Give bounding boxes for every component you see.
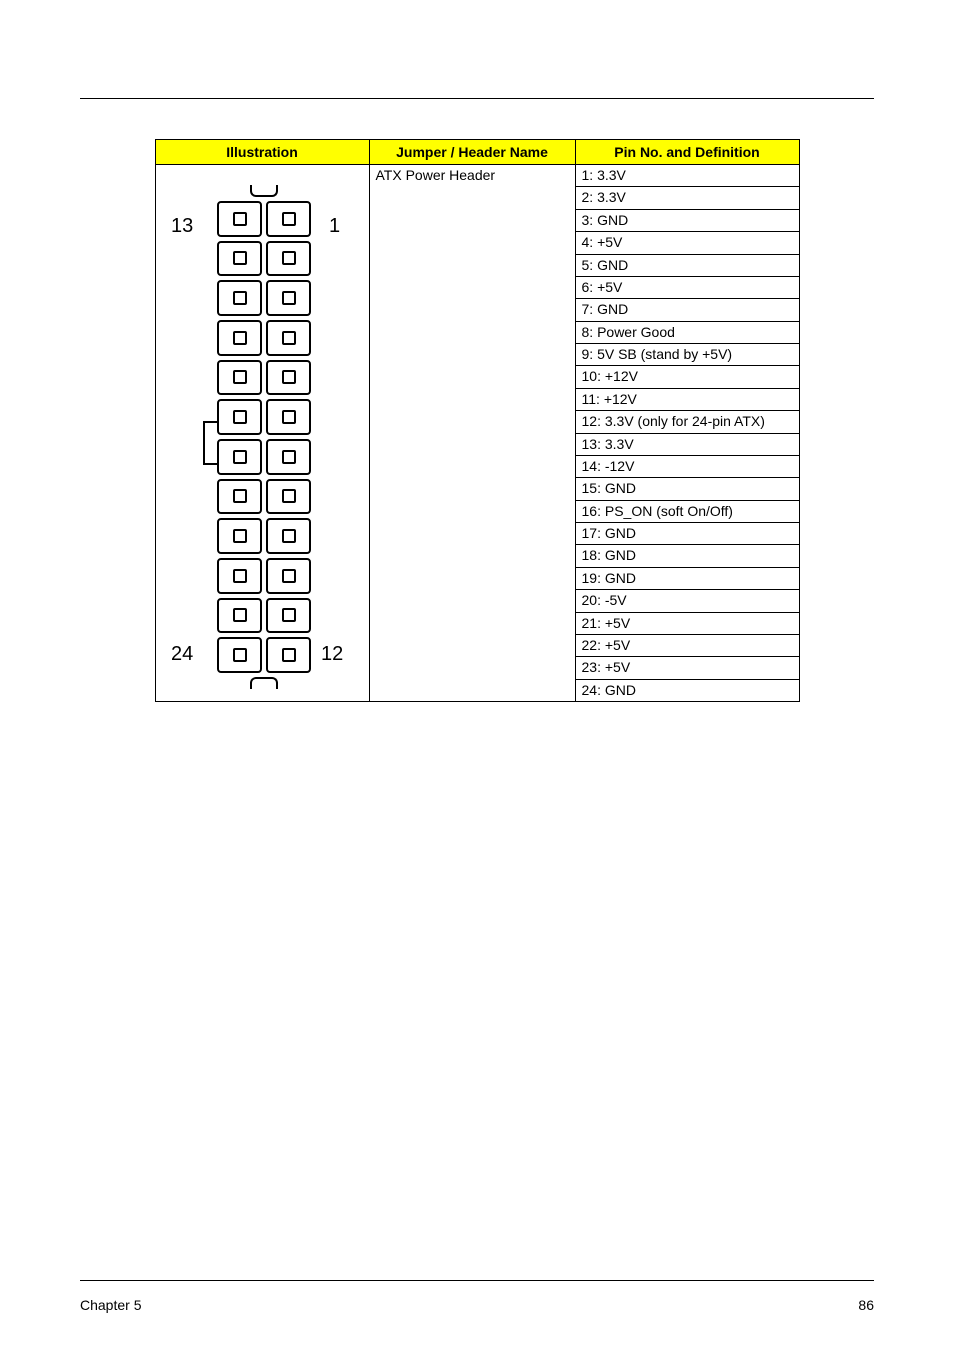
pin-def: 2: 3.3V xyxy=(575,187,799,209)
pin-hole xyxy=(266,518,311,554)
pin-def: 21: +5V xyxy=(575,612,799,634)
pin-def: 24: GND xyxy=(575,679,799,701)
pin-hole xyxy=(266,558,311,594)
top-rule xyxy=(80,98,874,99)
pin-def: 7: GND xyxy=(575,299,799,321)
pin-def: 9: 5V SB (stand by +5V) xyxy=(575,344,799,366)
connector-key-bottom xyxy=(250,677,278,689)
table-row: 13 1 24 12 xyxy=(155,165,799,187)
pin-def: 17: GND xyxy=(575,523,799,545)
page: Illustration Jumper / Header Name Pin No… xyxy=(0,0,954,1351)
header-illustration: Illustration xyxy=(155,140,369,165)
pin-label-13: 13 xyxy=(171,215,193,238)
pin-label-24: 24 xyxy=(171,643,193,666)
pin-hole xyxy=(217,360,262,396)
pin-def: 6: +5V xyxy=(575,276,799,298)
pin-hole xyxy=(217,598,262,634)
pin-def: 16: PS_ON (soft On/Off) xyxy=(575,500,799,522)
pin-def: 13: 3.3V xyxy=(575,433,799,455)
table-body: 13 1 24 12 xyxy=(155,165,799,702)
connector-latch xyxy=(203,421,217,465)
pin-hole xyxy=(217,637,262,673)
pin-def: 14: -12V xyxy=(575,455,799,477)
footer: Chapter 5 86 xyxy=(80,1297,874,1313)
pin-hole xyxy=(217,558,262,594)
connector-key-top xyxy=(250,185,278,197)
pin-def: 20: -5V xyxy=(575,590,799,612)
pin-hole xyxy=(217,320,262,356)
pin-hole xyxy=(266,598,311,634)
connector-body xyxy=(217,187,311,687)
pin-label-1: 1 xyxy=(329,215,340,238)
pin-hole xyxy=(217,518,262,554)
bottom-rule xyxy=(80,1280,874,1281)
footer-page: 86 xyxy=(858,1297,874,1313)
pin-hole xyxy=(266,241,311,277)
pin-hole xyxy=(217,280,262,316)
table-header-row: Illustration Jumper / Header Name Pin No… xyxy=(155,140,799,165)
pin-hole xyxy=(217,241,262,277)
pin-hole xyxy=(266,320,311,356)
footer-chapter: Chapter 5 xyxy=(80,1297,141,1313)
pin-hole xyxy=(266,439,311,475)
pin-def: 22: +5V xyxy=(575,634,799,656)
pin-def: 10: +12V xyxy=(575,366,799,388)
pin-hole xyxy=(266,637,311,673)
pin-label-12: 12 xyxy=(321,643,343,666)
pin-def: 1: 3.3V xyxy=(575,165,799,187)
connector-diagram: 13 1 24 12 xyxy=(169,167,355,699)
pin-def: 18: GND xyxy=(575,545,799,567)
pin-hole xyxy=(266,201,311,237)
pin-hole xyxy=(266,399,311,435)
header-jumper: Jumper / Header Name xyxy=(369,140,575,165)
jumper-name-cell: ATX Power Header xyxy=(369,165,575,702)
pin-def: 5: GND xyxy=(575,254,799,276)
pinout-table: Illustration Jumper / Header Name Pin No… xyxy=(155,139,800,702)
pin-def: 19: GND xyxy=(575,567,799,589)
pin-def: 15: GND xyxy=(575,478,799,500)
pin-def: 3: GND xyxy=(575,209,799,231)
pin-hole xyxy=(266,280,311,316)
pin-hole xyxy=(266,479,311,515)
pin-def: 23: +5V xyxy=(575,657,799,679)
pin-hole xyxy=(217,201,262,237)
pin-hole xyxy=(217,479,262,515)
pin-hole xyxy=(217,399,262,435)
pin-def: 12: 3.3V (only for 24-pin ATX) xyxy=(575,411,799,433)
header-pin: Pin No. and Definition xyxy=(575,140,799,165)
pin-hole xyxy=(266,360,311,396)
pin-grid xyxy=(217,201,311,673)
pin-def: 4: +5V xyxy=(575,232,799,254)
pin-def: 8: Power Good xyxy=(575,321,799,343)
pin-def: 11: +12V xyxy=(575,388,799,410)
pin-hole xyxy=(217,439,262,475)
illustration-cell: 13 1 24 12 xyxy=(155,165,369,702)
